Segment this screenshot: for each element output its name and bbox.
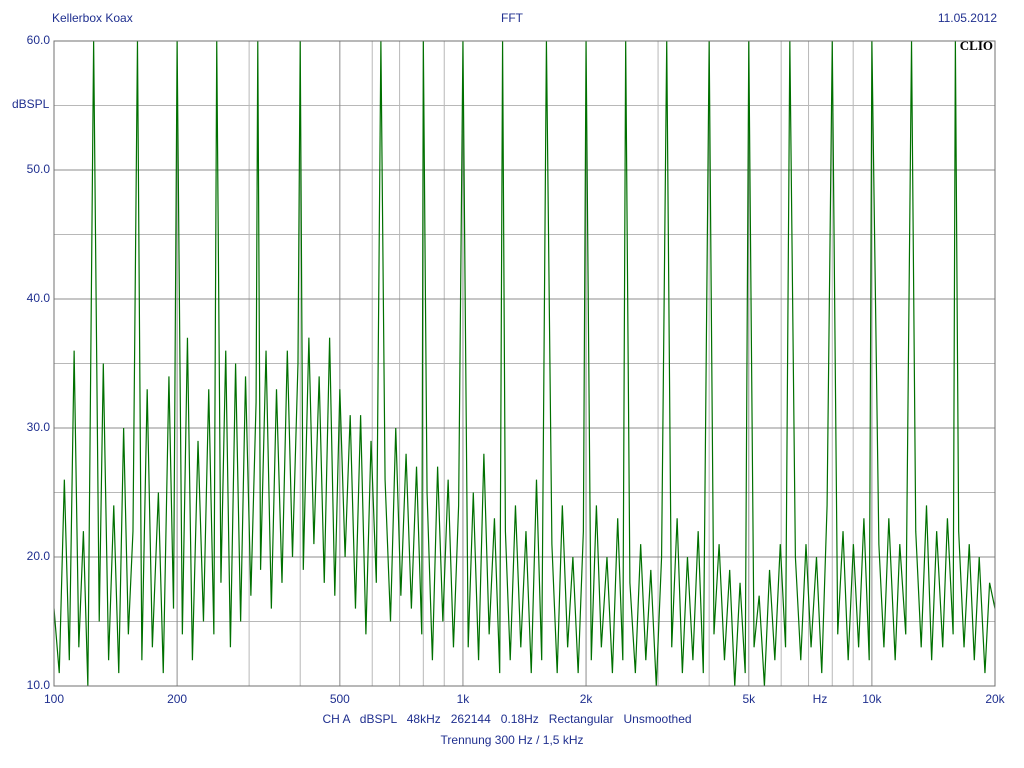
plot-frame — [53, 40, 996, 687]
logo: CLIO — [960, 38, 993, 53]
x-tick-label: 20k — [985, 692, 1005, 706]
footer-settings: CH A dBSPL 48kHz 262144 0.18Hz Rectangul… — [322, 712, 691, 726]
x-axis-label: Hz — [813, 692, 828, 706]
x-tick-label: 1k — [457, 692, 471, 706]
y-tick-label: 20.0 — [27, 549, 51, 563]
y-tick-label: 40.0 — [27, 291, 51, 305]
header-left: Kellerbox Koax — [52, 11, 133, 25]
x-tick-label: 2k — [580, 692, 594, 706]
chart-title: FFT — [501, 11, 524, 25]
y-tick-label: 30.0 — [27, 420, 51, 434]
y-tick-label: 50.0 — [27, 162, 51, 176]
x-tick-label: 200 — [167, 692, 187, 706]
date: 11.05.2012 — [938, 11, 997, 25]
y-tick-label: 60.0 — [27, 33, 51, 47]
x-tick-label: 100 — [44, 692, 64, 706]
x-tick-label: 500 — [330, 692, 350, 706]
y-axis-label: dBSPL — [12, 97, 50, 111]
x-tick-label: 5k — [742, 692, 756, 706]
x-tick-label: 10k — [862, 692, 882, 706]
footer-note: Trennung 300 Hz / 1,5 kHz — [441, 733, 584, 747]
y-tick-label: 10.0 — [27, 678, 51, 692]
fft-line — [54, 41, 995, 686]
